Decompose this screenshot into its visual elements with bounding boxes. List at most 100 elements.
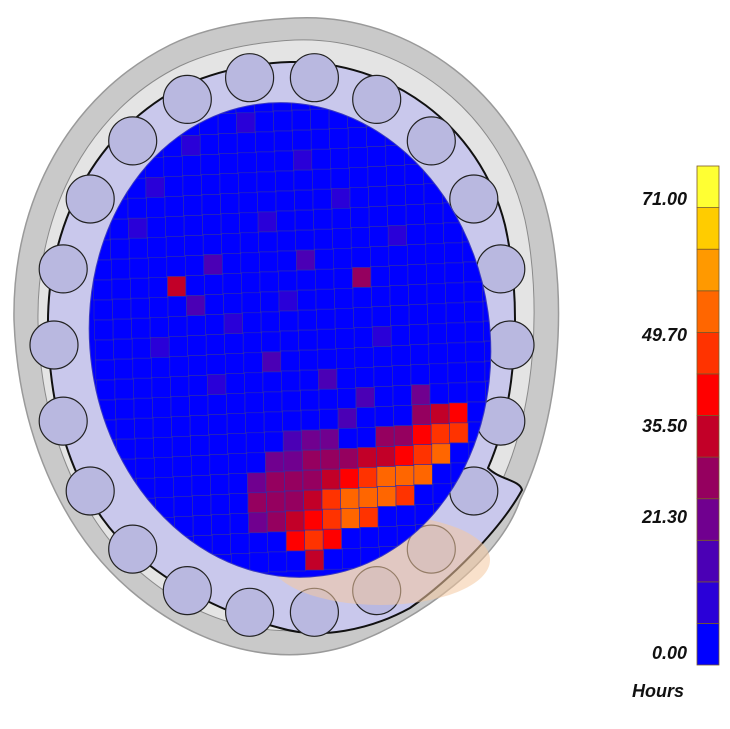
heatmap-cell <box>372 326 392 347</box>
colorbar-segment <box>696 207 720 250</box>
heatmap-cell <box>334 287 354 309</box>
heatmap-cell <box>425 243 445 265</box>
heatmap-cell <box>237 152 257 174</box>
heatmap-cell <box>378 526 398 547</box>
heatmap-cell <box>331 188 351 209</box>
heatmap-cell <box>263 411 283 433</box>
heatmap-cell <box>320 448 340 470</box>
heatmap-cell <box>358 467 378 488</box>
heatmap-cell <box>188 355 208 376</box>
heatmap-cell <box>94 319 114 341</box>
heatmap-cell <box>428 343 448 365</box>
heatmap-cell <box>189 415 209 436</box>
heatmap-cell <box>282 430 303 452</box>
heatmap-cell <box>282 410 302 432</box>
heatmap-cell <box>183 215 203 236</box>
heatmap-cell <box>443 222 463 244</box>
heatmap-cell <box>295 229 315 251</box>
heatmap-cell <box>127 197 147 219</box>
heatmap-cell <box>429 363 449 385</box>
heatmap-cell <box>410 364 430 386</box>
heatmap-cell <box>149 296 169 318</box>
heatmap-cell <box>349 187 369 208</box>
heatmap-cell <box>312 188 332 210</box>
heatmap-cell <box>332 228 352 249</box>
heatmap-cell <box>393 405 413 426</box>
heatmap-cell <box>152 396 172 418</box>
heatmap-cell <box>209 454 229 475</box>
heatmap-cell <box>186 315 206 336</box>
heatmap-cell <box>322 508 342 530</box>
heatmap-cell <box>369 226 389 247</box>
heatmap-cell <box>184 235 204 256</box>
heatmap-cell <box>376 466 396 487</box>
heatmap-cell <box>310 128 331 150</box>
heatmap-cell <box>128 217 148 239</box>
heatmap-cell <box>188 375 208 396</box>
heatmap-cell <box>239 212 259 234</box>
heatmap-cell <box>350 227 371 248</box>
heatmap-cell <box>295 249 316 271</box>
heatmap-cell <box>238 172 258 194</box>
heatmap-cell <box>412 424 432 446</box>
heatmap-cell <box>317 348 337 370</box>
heatmap-cell <box>154 476 174 498</box>
heatmap-cell <box>321 468 341 490</box>
heatmap-cell <box>466 361 486 383</box>
heatmap-cell <box>207 374 227 395</box>
scallop <box>485 320 535 370</box>
heatmap-cell <box>375 426 395 447</box>
heatmap-cell <box>377 486 397 507</box>
heatmap-cell <box>150 336 170 358</box>
heatmap-cell <box>131 317 151 339</box>
heatmap-cell <box>273 130 294 152</box>
heatmap-cell <box>448 402 468 424</box>
heatmap-cell <box>256 171 276 193</box>
heatmap-cell <box>430 403 450 425</box>
heatmap-cell <box>427 303 447 325</box>
heatmap-cell <box>132 357 152 379</box>
heatmap-cell <box>292 129 312 151</box>
scallop <box>225 53 275 103</box>
heatmap-cell <box>152 416 172 438</box>
heatmap-cell <box>374 406 394 427</box>
scallop <box>289 53 339 103</box>
heatmap-cell <box>449 422 469 444</box>
heatmap-cell <box>182 175 202 196</box>
heatmap-cell <box>304 529 324 551</box>
heatmap-cell <box>109 218 129 240</box>
heatmap-cell <box>283 450 303 472</box>
heatmap-cell <box>238 192 258 214</box>
colorbar-segment <box>696 415 720 458</box>
heatmap-cell <box>170 376 190 397</box>
heatmap-cell <box>168 336 188 357</box>
heatmap-cell <box>335 347 356 369</box>
heatmap-cell <box>373 366 393 387</box>
heatmap-cell <box>171 436 191 457</box>
colorbar-segment <box>696 331 720 375</box>
heatmap-cell <box>93 299 113 321</box>
heatmap-cell <box>244 392 264 414</box>
heatmap-cell <box>114 358 134 380</box>
heatmap-cell <box>264 451 285 473</box>
heatmap-cell <box>356 407 376 428</box>
heatmap-cell <box>166 256 186 277</box>
heatmap-cell <box>313 208 333 230</box>
heatmap-cell <box>354 347 374 368</box>
heatmap-cell <box>131 337 151 359</box>
heatmap-cell <box>322 528 343 550</box>
heatmap-cell <box>316 328 337 350</box>
heatmap-cell <box>257 211 277 233</box>
heatmap-cell <box>414 484 434 506</box>
colorbar-segment <box>696 165 720 208</box>
heatmap-cell <box>284 490 304 512</box>
heatmap-cell <box>413 464 433 486</box>
heatmap-cell <box>318 368 338 390</box>
heatmap-cell <box>276 230 297 252</box>
heatmap-cell <box>218 133 238 154</box>
heatmap-cell <box>167 276 187 297</box>
heatmap-cell <box>424 223 445 245</box>
heatmap-cell <box>171 416 191 437</box>
heatmap-cell <box>319 428 340 450</box>
heatmap-cell <box>445 282 465 304</box>
